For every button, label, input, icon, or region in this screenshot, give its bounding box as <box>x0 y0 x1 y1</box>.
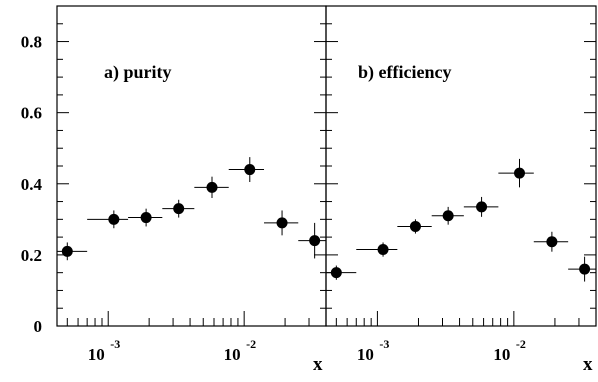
data-point <box>513 167 525 179</box>
panel-efficiency: 10 -3 10 -2 b) efficiency <box>325 5 597 364</box>
x-tick-label-exponent: -3 <box>110 337 120 351</box>
x-tick-label-exponent: -3 <box>379 337 389 351</box>
data-point <box>546 236 558 248</box>
data-point <box>579 263 591 275</box>
data-point <box>276 217 288 229</box>
data-point <box>61 245 73 257</box>
x-axis-label-panel-a: x <box>313 354 323 375</box>
x-tick-label-base: 10 <box>493 345 510 364</box>
panel-label-a: a) purity <box>104 62 172 83</box>
x-tick-label-base: 10 <box>224 345 241 364</box>
x-tick-label-base: 10 <box>357 345 374 364</box>
panel-label-b: b) efficiency <box>358 62 451 83</box>
x-tick-label-exponent: -2 <box>246 337 256 351</box>
y-axis: 0 0.2 0.4 0.6 0.8 <box>21 33 43 336</box>
data-point <box>442 210 454 222</box>
data-point <box>377 244 389 256</box>
x-tick-label-exponent: -2 <box>516 337 526 351</box>
y-tick-label: 0 <box>34 317 43 336</box>
data-point <box>140 212 152 224</box>
x-tick-label-base: 10 <box>88 345 105 364</box>
x-axis-label-panel-b: x <box>583 354 593 375</box>
data-point <box>108 213 120 225</box>
panel-frame-a <box>56 5 327 327</box>
panel-frame-b <box>325 5 597 327</box>
data-point <box>206 181 218 193</box>
data-point <box>173 203 185 215</box>
y-tick-label: 0.4 <box>21 175 43 194</box>
data-point <box>244 164 256 176</box>
y-tick-label: 0.2 <box>21 246 42 265</box>
data-point <box>330 267 342 279</box>
y-tick-label: 0.8 <box>21 33 42 52</box>
data-point <box>476 201 488 213</box>
data-point <box>409 220 421 232</box>
data-point <box>309 235 321 247</box>
panel-purity: 10 -3 10 -2 a) purity <box>56 5 327 364</box>
y-tick-label: 0.6 <box>21 104 42 123</box>
